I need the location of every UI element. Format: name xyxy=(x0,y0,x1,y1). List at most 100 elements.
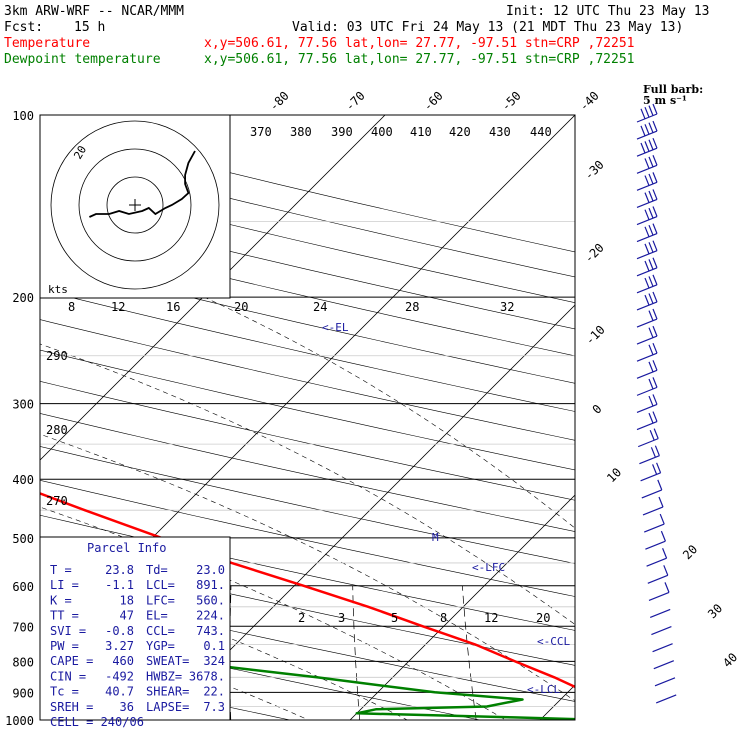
theta-label: 270 xyxy=(46,494,68,508)
dry-adiabat xyxy=(40,260,575,384)
wind-barb-flag xyxy=(648,173,654,185)
wind-barb-staff xyxy=(636,335,658,345)
parcel-value: -0.8 xyxy=(105,624,134,638)
theta-label: 410 xyxy=(410,125,432,139)
parcel-value: 23.0 xyxy=(196,563,225,577)
ring-label: 8 xyxy=(68,300,75,314)
wind-barb-staff xyxy=(640,472,661,482)
wind-barb-flag xyxy=(652,411,658,422)
isotherm-line xyxy=(730,115,740,720)
pressure-tick-label: 200 xyxy=(12,291,34,305)
wind-barb-flag xyxy=(653,428,659,439)
wind-barb-staff xyxy=(636,113,658,123)
forecast-value: 15 h xyxy=(74,20,105,35)
valid-time: Valid: 03 UTC Fri 24 May 13 (21 MDT Thu … xyxy=(292,20,683,35)
theta-label: 370 xyxy=(250,125,272,139)
barb-key-title: Full barb: xyxy=(643,83,703,96)
wind-barb-flag xyxy=(652,274,658,286)
wind-barb-flag xyxy=(659,513,665,525)
wind-barb-flag xyxy=(644,209,650,220)
wind-barb-staff xyxy=(636,301,658,311)
wind-barb-flag xyxy=(652,377,658,388)
parcel-value: 743. xyxy=(196,624,225,638)
isotherm-label: -40 xyxy=(577,89,602,114)
wind-barb-flag xyxy=(640,142,646,154)
wind-barb-flag xyxy=(652,394,658,405)
wind-barb-flag xyxy=(644,243,650,255)
wind-barb-staff xyxy=(648,591,670,601)
parcel-key: LCL= xyxy=(146,578,175,592)
forecast-label: Fcst: xyxy=(4,20,43,35)
parcel-value: 3678. xyxy=(189,669,225,683)
wind-barb-flag xyxy=(652,325,658,337)
moist-adiabat xyxy=(203,296,575,529)
wind-barb-flag xyxy=(640,125,646,137)
wind-barb-flag xyxy=(652,103,658,115)
lcl-marker: <-LCL xyxy=(527,683,560,696)
wind-barb-flag xyxy=(656,462,662,474)
wind-barb-flag xyxy=(644,226,650,238)
legend-temperature-name: Temperature xyxy=(4,36,90,51)
wind-barb-flag xyxy=(654,445,660,456)
isotherm-label: -50 xyxy=(499,89,524,114)
ring-label: 12 xyxy=(111,300,125,314)
parcel-key: LFC= xyxy=(146,593,175,607)
parcel-value: -492 xyxy=(105,669,134,683)
hodograph-ring-label: 20 xyxy=(71,144,89,162)
wind-barb-flag xyxy=(652,172,658,183)
pressure-tick-label: 500 xyxy=(12,532,34,546)
parcel-key: T = xyxy=(50,563,72,577)
parcel-key: SHEAR= xyxy=(146,685,189,699)
parcel-value: 18 xyxy=(120,593,134,607)
parcel-value: 0.1 xyxy=(203,639,225,653)
parcel-key: Tc = xyxy=(50,685,79,699)
wind-barb-staff xyxy=(636,420,658,431)
wind-barb-flag xyxy=(644,124,650,135)
wind-barb-flag xyxy=(648,327,654,338)
hodograph-ring xyxy=(78,148,192,262)
wind-barb-staff xyxy=(647,574,669,584)
isotherm-label: -60 xyxy=(421,89,446,114)
wind-barb-flag xyxy=(644,260,650,272)
dry-adiabat xyxy=(40,479,575,597)
wind-barb-flag xyxy=(648,310,654,321)
wind-barb-flag xyxy=(644,106,650,118)
wind-barb-flag xyxy=(662,548,668,559)
mixing-ratio-label: 3 xyxy=(338,611,345,625)
dry-adiabat xyxy=(40,626,482,720)
hodograph-ring xyxy=(50,120,220,290)
wind-barb-flag xyxy=(640,108,646,120)
parcel-key: CAPE = xyxy=(50,654,93,668)
mixing-ratio-line xyxy=(352,585,361,720)
ccl-marker: <-CCL xyxy=(537,635,570,648)
ring-label: 20 xyxy=(234,300,248,314)
parcel-info-title: Parcel Info xyxy=(87,541,166,555)
parcel-key: TT = xyxy=(50,609,79,623)
legend-dewpoint-name: Dewpoint temperature xyxy=(4,52,161,67)
pressure-tick-label: 700 xyxy=(12,620,34,634)
wind-barb-flag xyxy=(652,291,658,303)
dry-adiabat xyxy=(40,349,575,471)
wind-barb-staff xyxy=(636,403,658,414)
wind-barb-flag xyxy=(648,378,654,390)
parcel-key: PW = xyxy=(50,639,79,653)
wind-barb-flag xyxy=(648,122,654,133)
isotherm-label: 30 xyxy=(705,601,725,621)
mixing-marker: M xyxy=(432,531,439,544)
isotherm-line xyxy=(349,494,575,720)
wind-barb-flag xyxy=(648,242,654,253)
parcel-key: SREH = xyxy=(50,700,93,714)
wind-barb-flag xyxy=(648,293,654,304)
legend-temperature-info: x,y=506.61, 77.56 lat,lon= 27.77, -97.51… xyxy=(204,36,634,51)
theta-label: 380 xyxy=(290,125,312,139)
parcel-value: 7.3 xyxy=(203,700,225,714)
wind-barb-flag xyxy=(660,530,666,542)
wind-barb-staff xyxy=(645,540,666,550)
ring-label: 24 xyxy=(313,300,327,314)
wind-barb-staff xyxy=(636,233,658,243)
wind-barb-staff xyxy=(649,608,671,619)
pressure-tick-label: 1000 xyxy=(5,714,34,728)
wind-barb-staff xyxy=(642,506,664,516)
parcel-key: K = xyxy=(50,593,72,607)
mixing-ratio-line xyxy=(0,586,10,720)
